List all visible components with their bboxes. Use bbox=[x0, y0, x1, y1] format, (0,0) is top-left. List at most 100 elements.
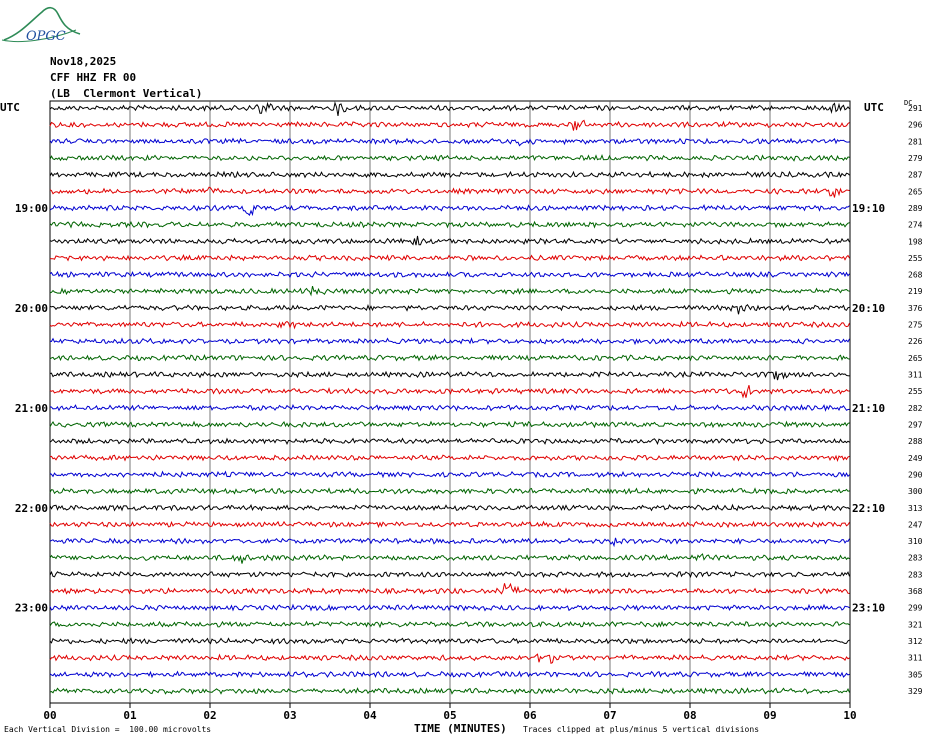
dc-offset-label: 311 bbox=[908, 371, 923, 380]
trace-line bbox=[49, 570, 850, 579]
dc-offset-label: 279 bbox=[908, 154, 923, 163]
dc-offset-label: 247 bbox=[908, 520, 923, 529]
dc-offset-label: 255 bbox=[908, 254, 923, 263]
trace-line bbox=[49, 170, 850, 179]
trace-line bbox=[49, 353, 850, 362]
right-hour-label: 19:10 bbox=[852, 202, 885, 215]
x-tick-label: 05 bbox=[443, 709, 456, 722]
trace-line bbox=[49, 553, 850, 564]
right-hour-label: 22:10 bbox=[852, 502, 885, 515]
dc-offset-label: 283 bbox=[908, 570, 923, 579]
dc-offset-label: 274 bbox=[908, 221, 923, 230]
x-tick-label: 08 bbox=[683, 709, 696, 722]
trace-line bbox=[49, 186, 850, 198]
dc-offset-label: 282 bbox=[908, 404, 923, 413]
dc-offset-label: 311 bbox=[908, 654, 923, 663]
left-hour-label: 21:00 bbox=[15, 402, 48, 415]
trace-line bbox=[49, 603, 850, 612]
trace-line bbox=[49, 370, 850, 381]
dc-offset-label: 289 bbox=[908, 204, 923, 213]
left-hour-label: 20:00 bbox=[15, 302, 48, 315]
trace-line bbox=[49, 320, 850, 330]
dc-offset-label: 291 bbox=[908, 104, 923, 113]
trace-line bbox=[49, 470, 850, 479]
trace-line bbox=[49, 220, 850, 229]
trace-line bbox=[49, 454, 850, 463]
dc-offset-label: 299 bbox=[908, 604, 923, 613]
x-tick-label: 02 bbox=[203, 709, 216, 722]
x-axis-title: TIME (MINUTES) bbox=[414, 722, 507, 735]
trace-line bbox=[49, 337, 850, 346]
logo-mountain-icon bbox=[3, 6, 81, 41]
header-date: Nov18,2025 bbox=[50, 55, 117, 68]
dc-offset-label: 255 bbox=[908, 387, 923, 396]
x-tick-label: 07 bbox=[603, 709, 616, 722]
left-hour-label: 23:00 bbox=[15, 602, 48, 615]
trace-line bbox=[49, 235, 850, 246]
dc-offset-label: 297 bbox=[908, 420, 923, 429]
trace-line bbox=[49, 582, 850, 595]
dc-offset-label: 275 bbox=[908, 321, 923, 330]
right-hour-label: 20:10 bbox=[852, 302, 885, 315]
right-hour-label: 23:10 bbox=[852, 602, 885, 615]
plot-grid bbox=[49, 100, 851, 708]
dc-offset-label: 265 bbox=[908, 187, 923, 196]
left-axis-title: UTC bbox=[0, 101, 20, 114]
trace-line bbox=[49, 270, 850, 279]
dc-offset-label: 312 bbox=[908, 637, 923, 646]
dc-offset-label: 376 bbox=[908, 304, 923, 313]
right-axis-title: UTC bbox=[864, 101, 884, 114]
dc-title: DC bbox=[904, 99, 912, 107]
x-tick-label: 10 bbox=[843, 709, 856, 722]
clip-note: Traces clipped at plus/minus 5 vertical … bbox=[523, 725, 760, 734]
header-channel: CFF HHZ FR 00 bbox=[50, 71, 137, 84]
dc-offset-label: 296 bbox=[908, 121, 923, 130]
dc-offset-label: 368 bbox=[908, 587, 923, 596]
dc-offset-label: 287 bbox=[908, 171, 923, 180]
trace-line bbox=[49, 537, 850, 548]
trace-line bbox=[49, 119, 850, 131]
dc-offset-label: 313 bbox=[908, 504, 923, 513]
trace-line bbox=[49, 670, 850, 679]
x-tick-label: 06 bbox=[523, 709, 537, 722]
trace-line bbox=[49, 637, 850, 645]
dc-offset-label: 290 bbox=[908, 470, 923, 479]
dc-offset-label: 268 bbox=[908, 271, 923, 280]
trace-line bbox=[49, 520, 850, 529]
dc-offset-label: 329 bbox=[908, 687, 923, 696]
trace-line bbox=[49, 385, 850, 399]
axis-labels: 00 01 02 03 04 05 06 07 08 09 10 291 296 281 279 287 265… bbox=[0, 99, 923, 722]
trace-line bbox=[49, 487, 850, 495]
trace-line bbox=[49, 254, 850, 262]
left-hour-label: 22:00 bbox=[15, 502, 48, 515]
trace-line bbox=[49, 620, 850, 629]
scale-note: Each Vertical Division = 100.00 microvol… bbox=[4, 725, 212, 734]
trace-line bbox=[49, 653, 850, 665]
dc-offset-label: 281 bbox=[908, 137, 923, 146]
x-tick-label: 09 bbox=[763, 709, 776, 722]
trace-line bbox=[49, 403, 850, 412]
trace-line bbox=[49, 303, 850, 315]
trace-line bbox=[49, 687, 850, 695]
dc-offset-label: 265 bbox=[908, 354, 923, 363]
dc-offset-label: 288 bbox=[908, 437, 923, 446]
dc-offset-label: 300 bbox=[908, 487, 923, 496]
x-tick-label: 04 bbox=[363, 709, 377, 722]
x-tick-label: 03 bbox=[283, 709, 296, 722]
trace-line bbox=[49, 437, 850, 445]
dc-offset-label: 249 bbox=[908, 454, 923, 463]
dc-offset-label: 310 bbox=[908, 537, 923, 546]
opgc-logo: OPGC bbox=[1, 6, 81, 44]
header-location: (LB Clermont Vertical) bbox=[50, 87, 203, 100]
trace-line bbox=[49, 153, 850, 162]
left-hour-label: 19:00 bbox=[15, 202, 48, 215]
dc-offset-label: 226 bbox=[908, 337, 923, 346]
dc-offset-label: 283 bbox=[908, 554, 923, 563]
seismic-traces bbox=[49, 101, 850, 695]
trace-line bbox=[49, 101, 850, 116]
x-tick-label: 00 bbox=[43, 709, 56, 722]
dc-offset-label: 198 bbox=[908, 237, 923, 246]
trace-line bbox=[49, 285, 850, 297]
dc-offset-label: 305 bbox=[908, 670, 923, 679]
